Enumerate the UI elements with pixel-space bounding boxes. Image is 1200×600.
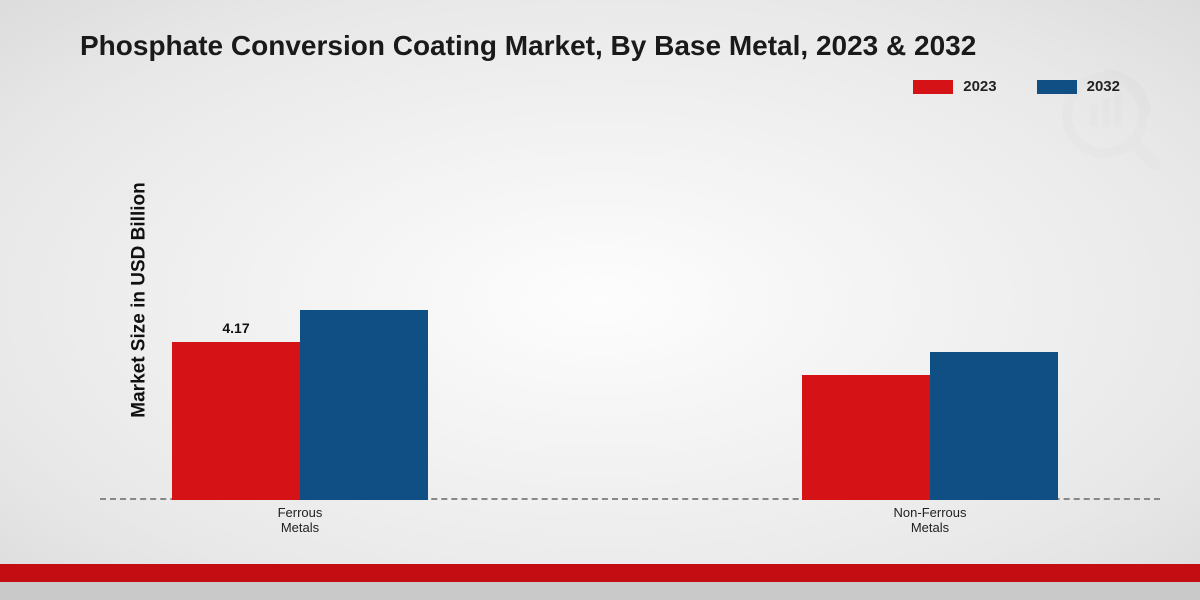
plot-area: 4.17 (100, 120, 1160, 500)
chart-title: Phosphate Conversion Coating Market, By … (80, 30, 976, 62)
bar-2023: 4.17 (172, 342, 300, 500)
x-axis-labels: Ferrous Metals Non-Ferrous Metals (100, 500, 1160, 540)
bar-2032 (930, 352, 1058, 500)
legend-swatch-2023 (913, 80, 953, 94)
legend-item-2023: 2023 (913, 78, 996, 95)
bar-2032 (300, 310, 428, 500)
legend-label-2023: 2023 (963, 78, 996, 95)
legend-swatch-2032 (1037, 80, 1077, 94)
bar-group: 4.17 (172, 310, 428, 500)
legend-item-2032: 2032 (1037, 78, 1120, 95)
footer-bar-red (0, 564, 1200, 582)
x-axis-category-label: Non-Ferrous Metals (802, 506, 1058, 536)
footer-bar-grey (0, 582, 1200, 600)
x-axis-category-label: Ferrous Metals (172, 506, 428, 536)
bar-value-label: 4.17 (172, 320, 300, 336)
legend-label-2032: 2032 (1087, 78, 1120, 95)
bar-group (802, 352, 1058, 500)
legend: 2023 2032 (913, 78, 1120, 95)
bar-2023 (802, 375, 930, 500)
